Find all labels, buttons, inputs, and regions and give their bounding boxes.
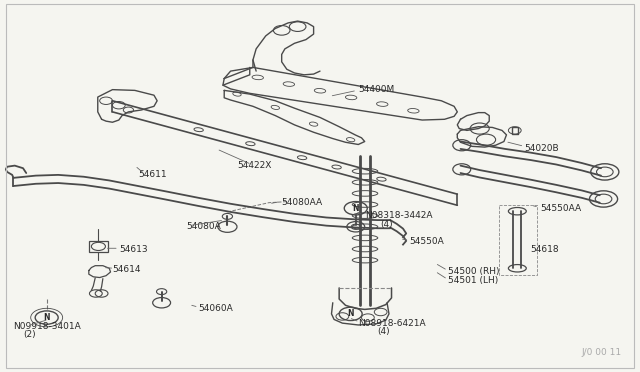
- Text: N: N: [348, 310, 354, 318]
- Text: 54550AA: 54550AA: [540, 204, 582, 213]
- Text: N08918-6421A: N08918-6421A: [358, 319, 426, 328]
- Text: N08318-3442A: N08318-3442A: [365, 211, 432, 220]
- Text: 54422X: 54422X: [237, 161, 271, 170]
- Text: N09918-3401A: N09918-3401A: [13, 322, 81, 331]
- Text: 54618: 54618: [531, 244, 559, 253]
- Text: 54501 (LH): 54501 (LH): [448, 276, 498, 285]
- Bar: [89, 241, 108, 251]
- Text: 54500 (RH): 54500 (RH): [448, 267, 499, 276]
- Text: 54080A: 54080A: [186, 222, 221, 231]
- Text: 54020B: 54020B: [524, 144, 559, 153]
- Text: 54614: 54614: [113, 265, 141, 274]
- Text: 54080AA: 54080AA: [282, 198, 323, 207]
- Text: N: N: [353, 204, 359, 213]
- Text: J/0 00 11: J/0 00 11: [581, 348, 621, 357]
- Text: (4): (4): [381, 221, 394, 230]
- Text: 54611: 54611: [138, 170, 166, 179]
- Text: 54613: 54613: [119, 244, 147, 253]
- Text: 54400M: 54400M: [358, 85, 395, 94]
- Text: (2): (2): [23, 330, 36, 340]
- Text: (4): (4): [378, 327, 390, 336]
- Text: 54550A: 54550A: [410, 237, 444, 246]
- Text: 54060A: 54060A: [198, 304, 234, 313]
- Text: N: N: [44, 313, 50, 322]
